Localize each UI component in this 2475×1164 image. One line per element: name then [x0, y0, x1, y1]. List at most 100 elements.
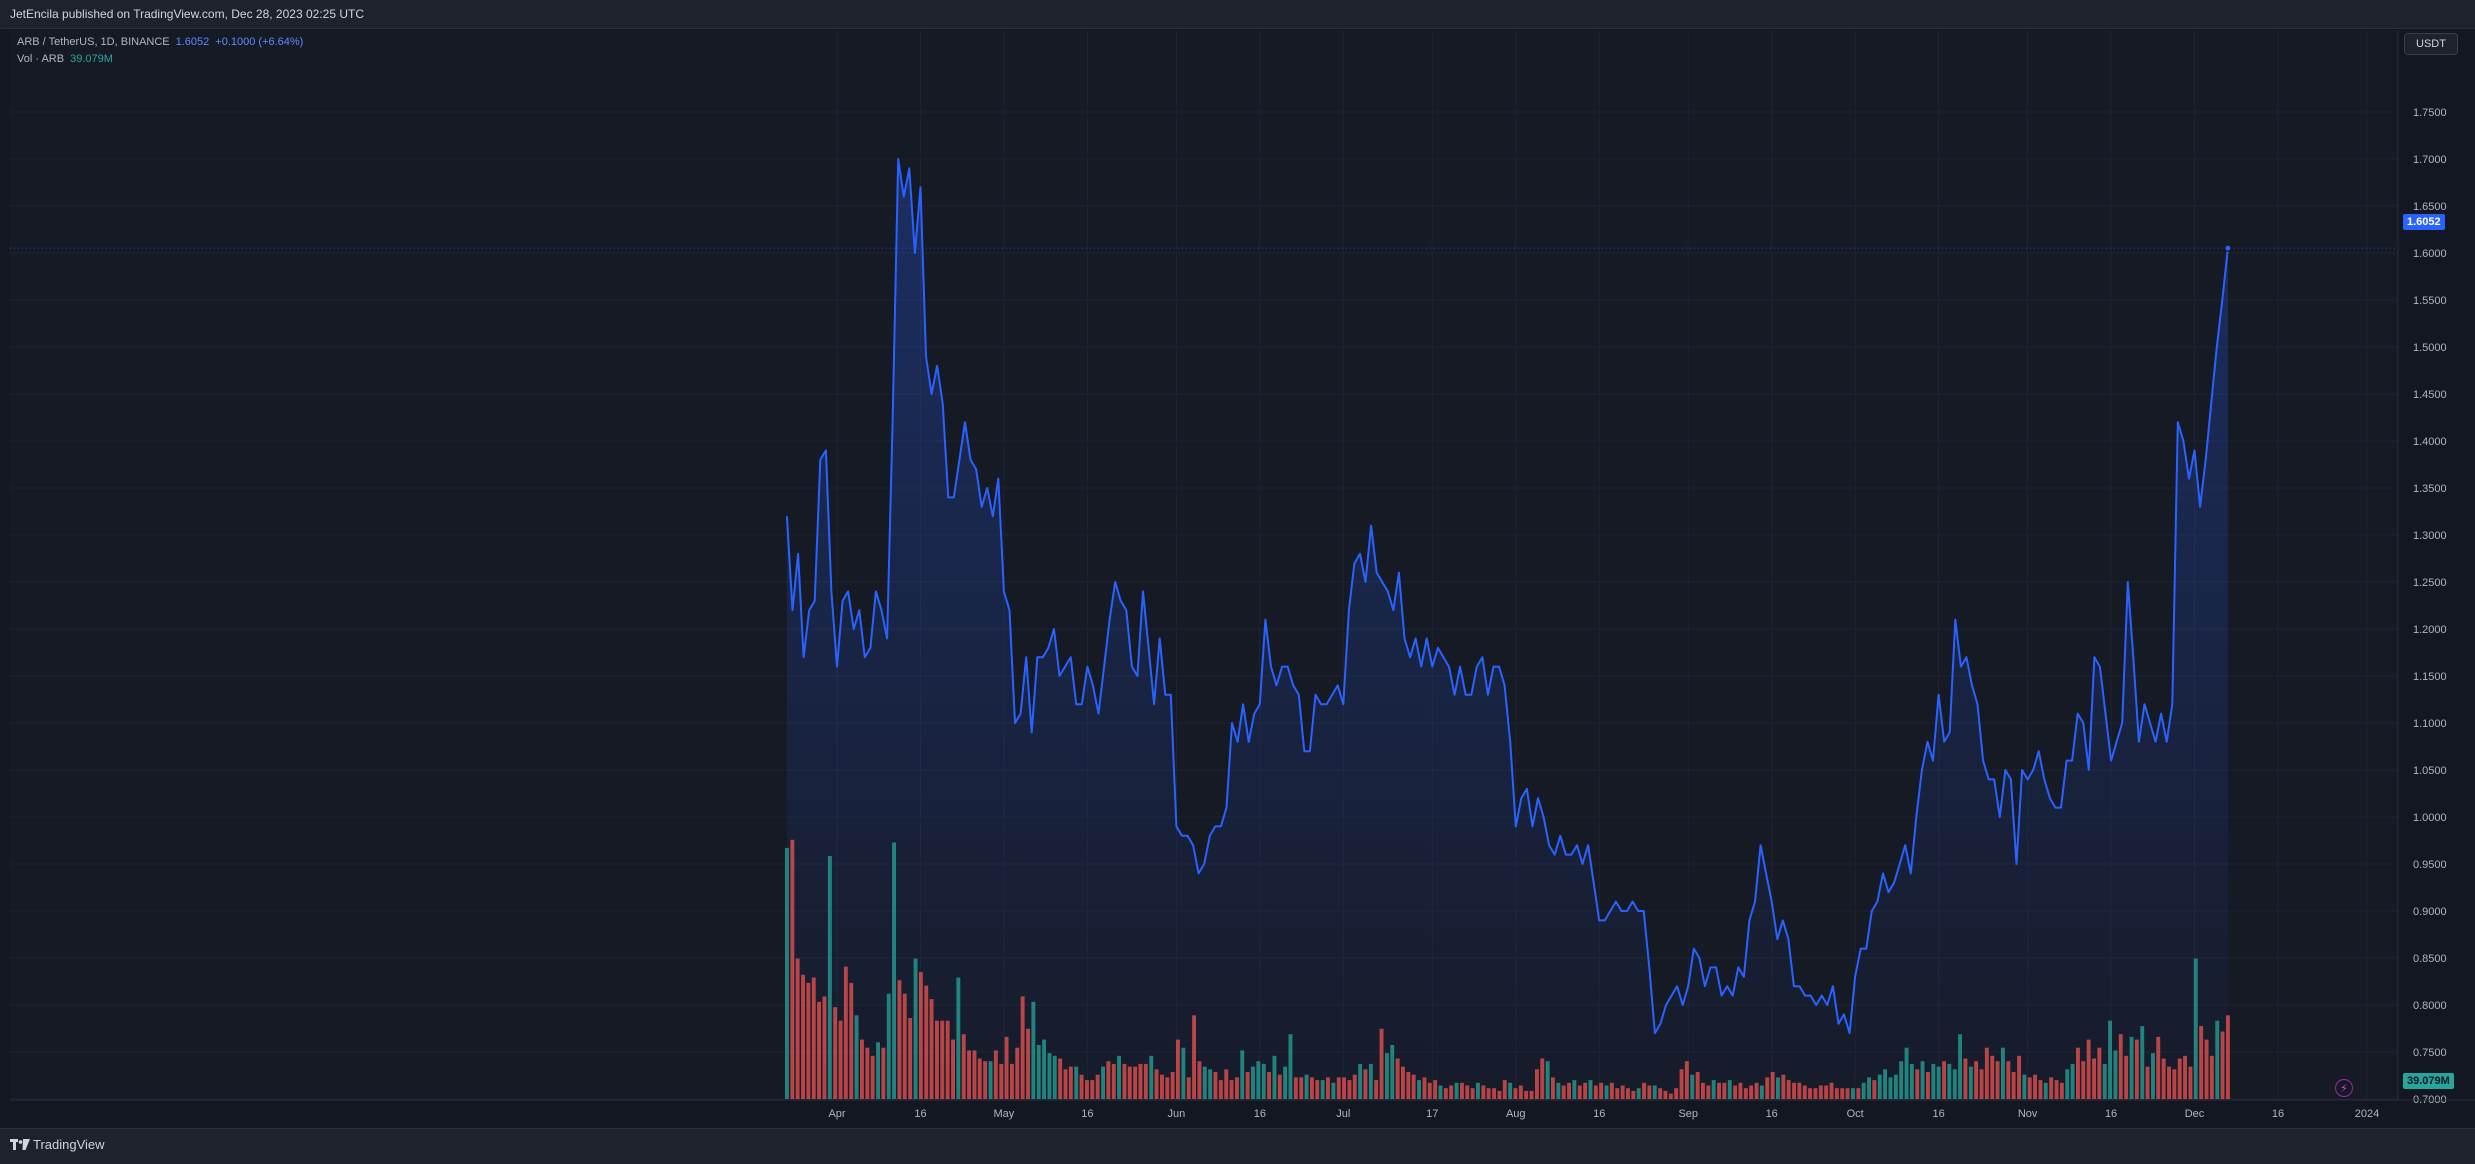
volume-bar — [1374, 1080, 1379, 1099]
volume-bar — [2118, 1034, 2123, 1099]
volume-legend-row[interactable]: Vol · ARB 39.079M — [17, 51, 303, 68]
volume-bar — [1824, 1085, 1829, 1099]
x-tick-label: 16 — [1932, 1108, 1944, 1120]
volume-bar — [1352, 1074, 1357, 1099]
volume-bar — [1497, 1090, 1502, 1099]
symbol-legend-row[interactable]: ARB / TetherUS, 1D, BINANCE 1.6052 +0.1000… — [17, 34, 303, 51]
volume-bar — [1454, 1082, 1459, 1099]
volume-bar — [956, 977, 961, 1099]
volume-bar — [2177, 1058, 2182, 1099]
volume-bar — [2145, 1066, 2150, 1099]
x-tick-label: Jul — [1336, 1108, 1350, 1120]
volume-bar — [1154, 1069, 1159, 1099]
volume-bar — [838, 1020, 843, 1099]
price-area — [786, 159, 2228, 1100]
volume-bar — [2193, 958, 2198, 1099]
volume-bar — [1792, 1082, 1796, 1099]
volume-bar — [1968, 1066, 1973, 1099]
x-tick-label: Oct — [1847, 1108, 1864, 1120]
y-tick-label: 1.3500 — [2413, 483, 2447, 495]
volume-bar — [1427, 1082, 1432, 1099]
volume-bar — [1192, 1015, 1196, 1099]
volume-bar — [1385, 1053, 1389, 1099]
volume-bar — [1058, 1058, 1063, 1099]
volume-bar — [1990, 1055, 1995, 1099]
publish-header: JetEncila published on TradingView.com, … — [0, 0, 2475, 29]
volume-bar — [999, 1063, 1004, 1099]
volume-bar — [1004, 1036, 1009, 1099]
volume-bar — [1920, 1061, 1925, 1099]
volume-bar — [1701, 1082, 1705, 1099]
volume-bar — [2113, 1050, 2118, 1099]
volume-bar — [1738, 1082, 1743, 1099]
volume-bar — [2156, 1036, 2161, 1099]
volume-bar — [1524, 1090, 1529, 1099]
volume-bar — [1315, 1080, 1320, 1099]
currency-button[interactable]: USDT — [2404, 33, 2458, 55]
volume-bar — [1395, 1058, 1400, 1099]
volume-bar — [1979, 1069, 1984, 1099]
volume-bar — [2108, 1020, 2112, 1099]
volume-bar — [1615, 1088, 1620, 1099]
volume-bar — [1347, 1080, 1352, 1099]
y-tick-label: 1.2000 — [2413, 624, 2447, 636]
volume-bar — [1695, 1072, 1700, 1099]
volume-bar — [961, 1034, 966, 1099]
volume-bar — [1690, 1074, 1695, 1099]
y-tick-label: 1.4500 — [2413, 389, 2447, 401]
y-tick-label: 1.1000 — [2413, 718, 2447, 730]
volume-bar — [1668, 1093, 1673, 1099]
volume-bar — [1867, 1077, 1871, 1099]
x-tick-label: 16 — [1593, 1108, 1605, 1120]
volume-bar — [1127, 1066, 1132, 1099]
volume-bar — [902, 993, 907, 1099]
volume-bar — [1727, 1080, 1732, 1099]
axes: 1.7500 1.7000 1.6500 1.6000 1.5500 1.5000 1.45… — [10, 30, 2475, 1120]
volume-bar — [2199, 1026, 2204, 1099]
volume-bar — [1411, 1074, 1416, 1099]
volume-bar — [2092, 1058, 2096, 1099]
legend: ARB / TetherUS, 1D, BINANCE 1.6052 +0.1000… — [17, 34, 303, 68]
volume-bar — [1899, 1061, 1904, 1099]
y-tick-label: 1.5500 — [2413, 295, 2447, 307]
volume-bar — [827, 856, 832, 1099]
volume-bar — [790, 839, 795, 1099]
volume-bar — [1802, 1085, 1807, 1099]
volume-bar — [1818, 1085, 1823, 1099]
x-tick-label: Aug — [1506, 1108, 1526, 1120]
volume-bar — [1079, 1074, 1084, 1099]
volume-bar — [886, 993, 891, 1099]
volume-bar — [1481, 1085, 1486, 1099]
volume-bar — [1652, 1085, 1657, 1099]
volume-bar — [1759, 1085, 1764, 1099]
volume-bar — [1229, 1080, 1234, 1099]
volume-bar — [1877, 1074, 1882, 1099]
volume-bar — [2209, 1055, 2214, 1099]
volume-bar — [1604, 1085, 1609, 1099]
volume-bar — [2172, 1069, 2177, 1099]
volume-bar — [1277, 1074, 1282, 1099]
volume-bar — [1963, 1058, 1968, 1099]
volume-bar — [940, 1020, 945, 1099]
volume-bar — [1502, 1080, 1507, 1099]
volume-bar — [1122, 1063, 1127, 1099]
volume-bar — [806, 982, 811, 1099]
volume-bar — [1417, 1080, 1421, 1099]
volume-bar — [1085, 1080, 1089, 1099]
volume-bar — [1577, 1085, 1582, 1099]
price-change-label: +0.1000 (+6.64%) — [215, 36, 304, 48]
volume-bars — [785, 839, 2230, 1099]
volume-bar — [1406, 1072, 1411, 1099]
volume-bar — [2226, 1015, 2230, 1099]
volume-bar — [1052, 1055, 1057, 1099]
volume-bar — [1181, 1047, 1186, 1099]
volume-bar — [1513, 1088, 1518, 1099]
volume-bar — [945, 1020, 950, 1099]
volume-bar — [2183, 1055, 2187, 1099]
volume-bar — [1165, 1077, 1170, 1099]
volume-bar — [2076, 1047, 2080, 1099]
volume-bar — [2129, 1036, 2134, 1099]
lightning-icon[interactable]: ⚡ — [2335, 1079, 2353, 1097]
x-tick-label: Jun — [1168, 1108, 1186, 1120]
